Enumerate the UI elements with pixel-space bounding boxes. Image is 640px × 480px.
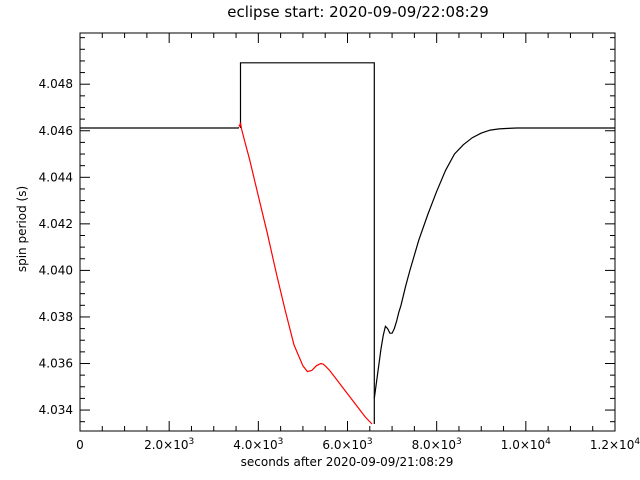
- x-tick-label: 2.0×103: [144, 437, 194, 452]
- plot-lines: [80, 62, 615, 425]
- x-axis-label: seconds after 2020-09-09/21:08:29: [241, 455, 454, 469]
- y-axis-label: spin period (s): [15, 186, 29, 272]
- plot-frame: [79, 32, 616, 432]
- y-tick-label: 4.042: [39, 217, 73, 231]
- chart-title: eclipse start: 2020-09-09/22:08:29: [227, 3, 489, 21]
- y-tick-label: 4.038: [39, 310, 73, 324]
- y-tick-label: 4.040: [39, 263, 73, 277]
- y-tick-label: 4.048: [39, 77, 73, 91]
- series-line-1: [239, 62, 375, 424]
- x-tick-label: 6.0×103: [322, 437, 372, 452]
- x-tick-label: 4.0×103: [233, 437, 283, 452]
- x-tick-label: 1.2×104: [590, 437, 640, 452]
- y-tick-label: 4.034: [39, 403, 73, 417]
- x-axis-ticks: 0 2.0×103 4.0×103 6.0×103 8.0×103 1.0×104 1.2×…: [76, 33, 640, 452]
- y-tick-label: 4.036: [39, 357, 73, 371]
- y-tick-label: 4.046: [39, 124, 73, 138]
- y-axis-ticks: 4.034 4.036 4.038 4.040 4.042 4.044 4.046 4.048: [39, 37, 615, 423]
- series-line-0: [80, 127, 240, 129]
- x-tick-label: 8.0×103: [412, 437, 462, 452]
- y-tick-label: 4.044: [39, 170, 73, 184]
- series-line-3: [373, 127, 615, 399]
- series-line-2: [238, 122, 373, 425]
- x-tick-label: 1.0×104: [501, 437, 551, 452]
- x-tick-label: 0: [76, 438, 84, 452]
